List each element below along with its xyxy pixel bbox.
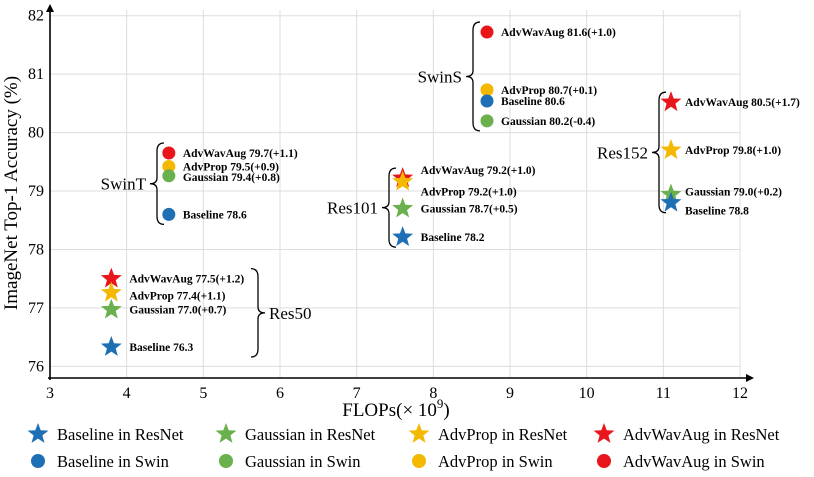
x-axis-arrow [746,374,754,382]
data-label-res50-advprop: AdvProp 77.4(+1.1) [129,291,225,303]
legend-marker-gaussian-in-resnet [215,423,237,443]
x-axis-title-exponent: 9 [437,396,444,411]
data-label-res101-advprop: AdvProp 79.2(+1.0) [421,187,517,199]
axes [46,4,754,382]
point-swint-advprop [162,159,176,173]
y-tick-label-79: 79 [28,183,44,200]
legend-marker-advwavaug-in-swin [597,454,611,468]
legend-marker-baseline-in-swin [31,454,45,468]
grid [50,10,741,378]
data-label-res152-gaussian: Gaussian 79.0(+0.2) [685,187,782,199]
data-label-res152-baseline: Baseline 78.8 [685,206,749,218]
bracket-swins [465,21,481,132]
point-res152-baseline [660,191,682,212]
point-swint-baseline [162,207,176,221]
point-res50-baseline [100,336,122,356]
legend-label-advprop-in-swin: AdvProp in Swin [438,452,553,471]
bracket-res50 [250,268,266,358]
point-res50-advwavaug [100,267,122,288]
group-label-res101: Res101 [327,199,378,218]
legend-marker-gaussian-in-swin [219,454,233,468]
legend-label-gaussian-in-swin: Gaussian in Swin [245,452,361,471]
x-tick-label-6: 6 [276,385,284,402]
point-res152-advprop [660,139,682,159]
legend-marker-advprop-in-swin [412,454,426,468]
data-label-swins-gaussian: Gaussian 80.2(-0.4) [501,116,595,128]
x-tick-label-12: 12 [732,385,748,402]
bracket-res152 [651,91,667,214]
y-tick-label-82: 82 [28,8,44,25]
data-label-res50-advwavaug: AdvWavAug 77.5(+1.2) [129,274,244,286]
x-tick-label-9: 9 [506,385,514,402]
legend-label-advwavaug-in-resnet: AdvWavAug in ResNet [623,425,780,444]
y-tick-label-76: 76 [28,358,44,375]
bracket-res101 [381,167,397,248]
y-axis-arrow [46,4,54,12]
x-axis-title-main: FLOPs( [342,400,402,421]
data-label-res101-advwavaug: AdvWavAug 79.2(+1.0) [421,165,536,177]
x-tick-label-3: 3 [46,385,54,402]
x-axis-title: FLOPs(× 109) [342,396,449,421]
data-label-swint-advwavaug: AdvWavAug 79.7(+1.1) [183,148,298,160]
data-label-res152-advprop: AdvProp 79.8(+1.0) [685,145,781,157]
x-tick-label-11: 11 [656,385,671,402]
data-label-swins-advwavaug: AdvWavAug 81.6(+1.0) [501,27,616,39]
data-label-swins-baseline: Baseline 80.6 [501,96,565,108]
point-swins-gaussian [480,114,494,128]
point-res101-gaussian [392,197,414,218]
x-tick-label-5: 5 [199,385,207,402]
point-res101-baseline [392,226,414,247]
x-tick-label-7: 7 [353,385,361,402]
legend-label-advprop-in-resnet: AdvProp in ResNet [438,425,568,444]
data-label-res50-gaussian: Gaussian 77.0(+0.7) [129,305,226,317]
y-tick-label-77: 77 [28,300,44,317]
x-axis-title-close: ) [443,400,449,421]
data-label-res101-gaussian: Gaussian 78.7(+0.5) [421,204,518,216]
legend-marker-baseline-in-resnet [27,423,49,443]
group-label-res152: Res152 [597,143,648,162]
group-label-swins: SwinS [418,67,462,86]
legend-label-gaussian-in-resnet: Gaussian in ResNet [245,425,376,444]
point-swint-advwavaug [162,146,176,160]
data-label-swins-advprop: AdvProp 80.7(+0.1) [501,85,597,97]
data-label-swint-baseline: Baseline 78.6 [183,209,247,221]
data-points: AdvWavAug 79.7(+1.1)AdvProp 79.5(+0.9)Ga… [100,25,800,356]
point-swins-advwavaug [480,25,494,39]
point-swins-advprop [480,83,494,97]
legend-label-baseline-in-resnet: Baseline in ResNet [57,425,184,444]
y-tick-label-78: 78 [28,241,44,258]
y-axis-title: ImageNet Top-1 Accuracy (%) [1,76,22,310]
legend-label-advwavaug-in-swin: AdvWavAug in Swin [623,452,765,471]
y-tick-label-80: 80 [28,125,44,142]
group-brackets: SwinT SwinS Res50 Res101 Res152 [101,21,667,358]
data-label-swint-advprop: AdvProp 79.5(+0.9) [183,161,279,173]
data-label-res152-advwavaug: AdvWavAug 80.5(+1.7) [685,97,800,109]
data-label-res50-baseline: Baseline 76.3 [129,342,193,354]
legend-marker-advprop-in-resnet [408,423,430,443]
x-tick-label-10: 10 [579,385,595,402]
legend: Baseline in ResNet Gaussian in ResNet AdvP… [27,423,780,471]
legend-marker-advwavaug-in-resnet [593,423,615,443]
x-axis-title-times: × 10 [402,400,436,421]
group-label-res50: Res50 [269,304,312,323]
x-tick-label-4: 4 [123,385,131,402]
point-res152-advwavaug [660,91,682,112]
point-swins-baseline [480,94,494,108]
point-res101-advprop [392,170,414,191]
point-res50-gaussian [100,298,122,319]
data-label-res101-baseline: Baseline 78.2 [421,232,485,244]
point-swint-gaussian [162,169,176,183]
x-tick-label-8: 8 [429,385,437,402]
point-res50-advprop [100,281,122,302]
group-label-swint: SwinT [101,175,147,194]
y-tick-label-81: 81 [28,66,44,83]
data-label-swint-gaussian: Gaussian 79.4(+0.8) [183,172,280,184]
legend-label-baseline-in-swin: Baseline in Swin [57,452,169,471]
bracket-swint [149,142,165,226]
